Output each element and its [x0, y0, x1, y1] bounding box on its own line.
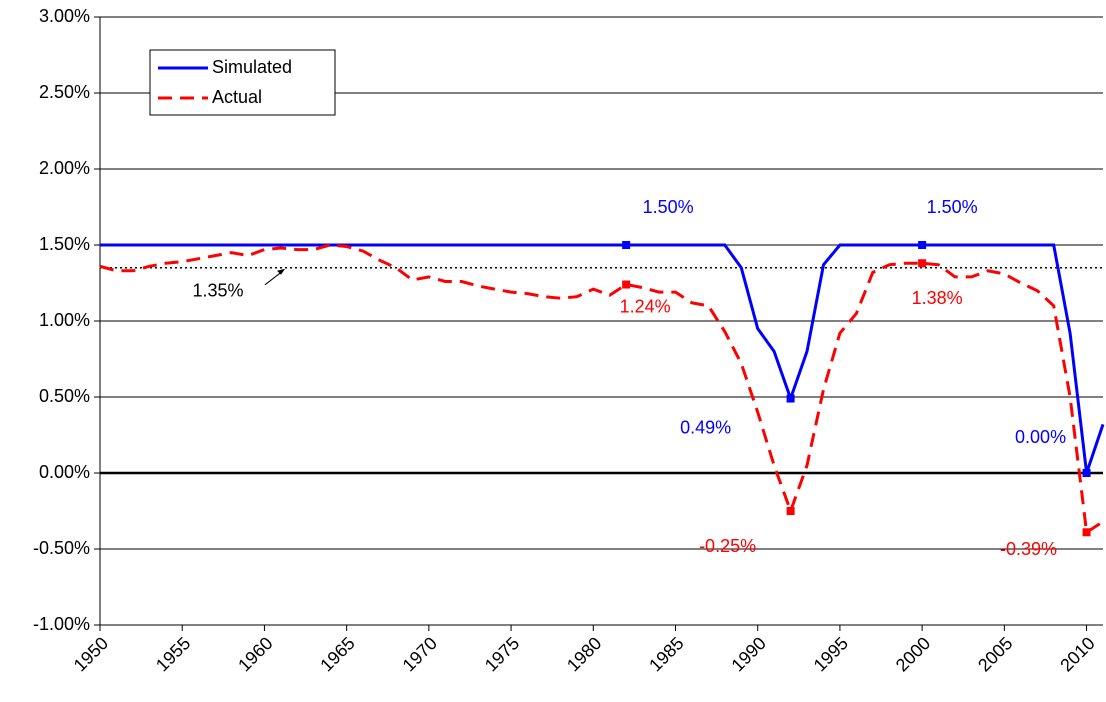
point-marker: [622, 280, 631, 289]
point-marker: [1082, 528, 1091, 537]
data-label: -0.39%: [1000, 539, 1057, 559]
y-tick-label: 1.50%: [39, 234, 90, 254]
x-tick-label: 1980: [563, 633, 605, 675]
x-tick-label: 1995: [810, 633, 852, 675]
x-tick-label: 2010: [1056, 633, 1098, 675]
x-tick-label: 2005: [974, 633, 1016, 675]
x-tick-label: 2000: [892, 633, 934, 675]
data-label: -0.25%: [699, 536, 756, 556]
data-label: 1.38%: [912, 288, 963, 308]
data-label: 1.24%: [620, 296, 671, 316]
y-tick-label: 0.50%: [39, 386, 90, 406]
y-tick-label: 1.00%: [39, 310, 90, 330]
point-marker: [622, 241, 631, 249]
data-label: 0.49%: [680, 417, 731, 437]
legend-box: [149, 49, 336, 116]
x-tick-label: 1970: [399, 633, 441, 675]
x-tick-label: 1990: [727, 633, 769, 675]
y-tick-label: -1.00%: [33, 614, 90, 634]
point-marker: [786, 394, 795, 403]
legend-label: Actual: [212, 87, 262, 107]
x-tick-label: 1960: [234, 633, 276, 675]
legend-label: Simulated: [212, 57, 292, 77]
y-tick-label: 0.00%: [39, 462, 90, 482]
point-marker: [918, 259, 927, 268]
point-marker: [1082, 469, 1091, 477]
series-line: [100, 243, 1105, 474]
data-label: 1.50%: [927, 197, 978, 217]
point-marker: [786, 507, 795, 515]
y-tick-label: 2.00%: [39, 158, 90, 178]
y-tick-label: 3.00%: [39, 6, 90, 26]
data-label: 0.00%: [1015, 427, 1066, 447]
y-tick-label: -0.50%: [33, 538, 90, 558]
x-tick-label: 1955: [152, 633, 194, 675]
series-line: [99, 243, 1104, 535]
reference-label: 1.35%: [192, 281, 243, 301]
point-marker: [918, 241, 927, 249]
x-tick-label: 1950: [70, 633, 112, 675]
reference-arrowhead: [277, 268, 285, 275]
x-tick-label: 1985: [645, 633, 687, 675]
x-tick-label: 1975: [481, 633, 523, 675]
y-tick-label: 2.50%: [39, 82, 90, 102]
data-label: 1.50%: [643, 197, 694, 217]
x-tick-label: 1965: [316, 633, 358, 675]
